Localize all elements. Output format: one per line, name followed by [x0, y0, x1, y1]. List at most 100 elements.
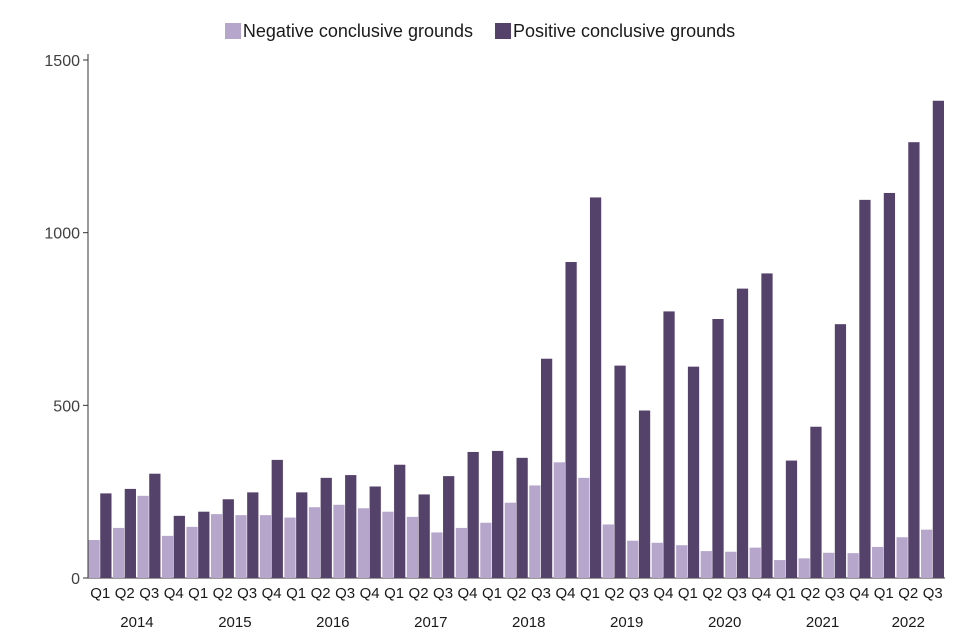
x-tick-label: Q4: [849, 585, 869, 602]
y-tick-label: 500: [53, 398, 80, 415]
bar-negative[interactable]: [676, 545, 688, 578]
bar-negative[interactable]: [382, 511, 394, 578]
x-tick-label: Q1: [90, 585, 110, 602]
bar-negative[interactable]: [137, 495, 149, 578]
bar-negative[interactable]: [896, 537, 908, 578]
bar-negative[interactable]: [455, 527, 468, 578]
bar-negative[interactable]: [921, 529, 933, 578]
bar-positive[interactable]: [761, 273, 773, 578]
legend-label-negative: Negative conclusive grounds: [242, 20, 473, 41]
bar-negative[interactable]: [823, 552, 835, 578]
bar-positive[interactable]: [834, 324, 847, 578]
bar-positive[interactable]: [589, 197, 602, 578]
bar-positive[interactable]: [296, 492, 308, 578]
bar-negative[interactable]: [480, 522, 492, 578]
x-tick-label: Q2: [311, 585, 331, 602]
bar-positive[interactable]: [859, 199, 871, 579]
x-tick-label: Q4: [751, 585, 771, 602]
bar-negative[interactable]: [700, 551, 712, 578]
bar-negative[interactable]: [406, 516, 419, 578]
bar-negative[interactable]: [872, 546, 884, 578]
bar-positive[interactable]: [394, 464, 406, 578]
x-tick-label: Q3: [139, 585, 159, 602]
bar-positive[interactable]: [932, 100, 945, 579]
bar-negative[interactable]: [431, 532, 443, 578]
x-year-label: 2017: [414, 614, 447, 631]
bars-group: [88, 100, 945, 579]
bar-negative[interactable]: [553, 462, 565, 578]
bar-positive[interactable]: [443, 476, 455, 578]
bar-positive[interactable]: [320, 477, 332, 578]
bar-negative[interactable]: [210, 514, 223, 578]
x-tick-label: Q3: [923, 585, 943, 602]
x-year-label: 2016: [316, 614, 349, 631]
bar-negative[interactable]: [284, 517, 296, 578]
bar-positive[interactable]: [663, 311, 675, 578]
bar-negative[interactable]: [308, 507, 321, 578]
x-tick-label: Q4: [458, 585, 478, 602]
bar-negative[interactable]: [235, 515, 247, 578]
bar-positive[interactable]: [467, 451, 479, 578]
x-tick-label: Q4: [262, 585, 282, 602]
bar-positive[interactable]: [736, 288, 749, 578]
bar-negative[interactable]: [529, 485, 541, 578]
bar-negative[interactable]: [749, 547, 761, 578]
x-tick-label: Q4: [164, 585, 184, 602]
bar-negative[interactable]: [88, 540, 100, 578]
bar-positive[interactable]: [785, 460, 798, 578]
bar-positive[interactable]: [712, 319, 724, 578]
bar-positive[interactable]: [418, 494, 430, 578]
x-tick-label: Q1: [482, 585, 502, 602]
bar-negative[interactable]: [259, 515, 272, 578]
bar-negative[interactable]: [161, 535, 174, 578]
x-tick-label: Q2: [506, 585, 526, 602]
bar-positive[interactable]: [271, 459, 283, 578]
y-tick-label: 1000: [44, 226, 80, 243]
legend-item-positive[interactable]: Positive conclusive grounds: [495, 21, 735, 42]
bar-positive[interactable]: [345, 475, 357, 578]
bar-negative[interactable]: [112, 527, 125, 578]
bar-positive[interactable]: [369, 486, 381, 578]
bar-negative[interactable]: [725, 551, 737, 578]
x-tick-label: Q1: [776, 585, 796, 602]
x-year-label: 2020: [708, 614, 741, 631]
bar-negative[interactable]: [357, 508, 370, 578]
bar-positive[interactable]: [516, 457, 528, 578]
bar-positive[interactable]: [222, 499, 234, 578]
bar-negative[interactable]: [578, 477, 590, 578]
x-tick-label: Q2: [702, 585, 722, 602]
bar-positive[interactable]: [247, 492, 259, 578]
legend-swatch-negative: [224, 23, 241, 39]
bar-negative[interactable]: [798, 558, 810, 578]
bar-positive[interactable]: [883, 192, 896, 578]
bar-positive[interactable]: [198, 511, 210, 578]
bar-negative[interactable]: [627, 540, 639, 578]
bar-positive[interactable]: [908, 142, 920, 578]
bar-positive[interactable]: [565, 262, 577, 578]
bar-positive[interactable]: [638, 410, 651, 578]
bar-negative[interactable]: [847, 553, 859, 578]
bar-negative[interactable]: [504, 502, 516, 578]
bar-positive[interactable]: [810, 426, 822, 578]
bar-negative[interactable]: [602, 524, 614, 578]
x-tick-label: Q4: [555, 585, 575, 602]
legend-item-negative[interactable]: Negative conclusive grounds: [224, 20, 473, 42]
x-tick-label: Q3: [629, 585, 649, 602]
bar-positive[interactable]: [124, 488, 136, 578]
bar-positive[interactable]: [173, 515, 185, 578]
bar-positive[interactable]: [492, 450, 504, 578]
x-tick-label: Q3: [531, 585, 551, 602]
y-tick-label: 1500: [44, 53, 80, 70]
bar-positive[interactable]: [687, 366, 700, 578]
bar-positive[interactable]: [100, 493, 112, 578]
bar-positive[interactable]: [149, 473, 161, 578]
bar-positive[interactable]: [614, 365, 626, 578]
legend-label-positive: Positive conclusive grounds: [513, 20, 736, 41]
bar-negative[interactable]: [774, 560, 786, 578]
bar-positive[interactable]: [540, 358, 553, 578]
bar-negative[interactable]: [333, 504, 345, 578]
bar-negative[interactable]: [186, 526, 198, 578]
bar-negative[interactable]: [651, 542, 663, 578]
x-tick-label: Q4: [653, 585, 673, 602]
x-tick-label: Q2: [800, 585, 820, 602]
